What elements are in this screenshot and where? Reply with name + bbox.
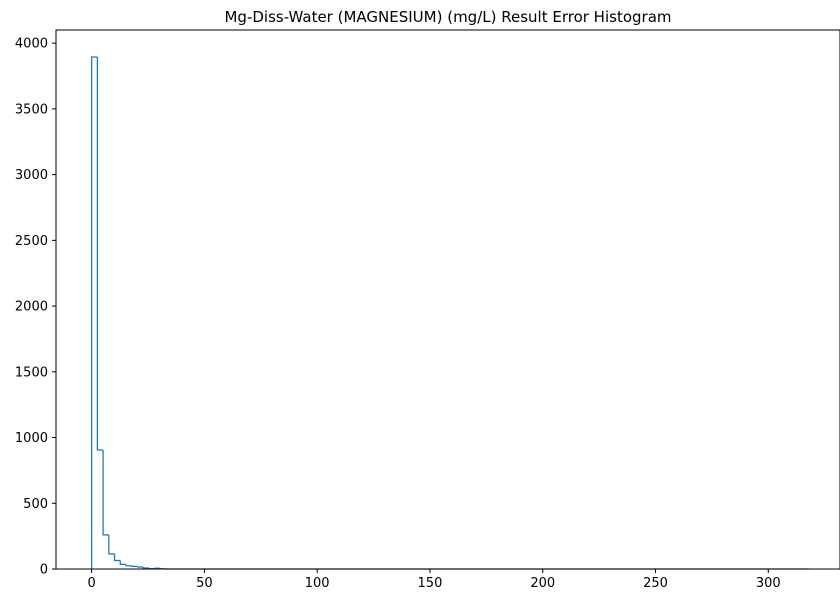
histogram-step — [125, 564, 132, 567]
x-tick-label: 50 — [196, 576, 213, 591]
histogram-bin — [142, 567, 149, 569]
histogram-bin — [125, 564, 132, 567]
y-tick-label: 2000 — [15, 300, 48, 315]
y-tick-label: 500 — [23, 497, 48, 512]
histogram-step — [131, 565, 138, 567]
histogram-bin — [136, 566, 144, 568]
y-tick-label: 3500 — [15, 102, 48, 117]
x-tick-label: 200 — [530, 576, 555, 591]
histogram-bin — [91, 56, 98, 569]
histogram-step — [142, 567, 149, 569]
histogram-step — [96, 56, 104, 451]
histogram-bin — [102, 450, 109, 536]
y-tick-label: 3000 — [15, 168, 48, 183]
y-axis: 0 500 1000 1500 2000 2500 3000 3500 4000 — [15, 37, 56, 578]
y-tick-label: 0 — [40, 563, 48, 578]
histogram-bin — [96, 56, 104, 451]
histogram-bin — [108, 534, 115, 555]
histogram-step — [108, 534, 115, 555]
x-axis: 0 50 100 150 200 250 300 — [87, 569, 781, 591]
x-tick-label: 300 — [756, 576, 781, 591]
plot-area — [91, 56, 809, 570]
histogram-bin — [113, 553, 121, 562]
y-tick-label: 4000 — [15, 37, 48, 52]
y-tick-label: 1500 — [15, 365, 48, 380]
chart-title: Mg-Diss-Water (MAGNESIUM) (mg/L) Result … — [224, 8, 671, 26]
x-tick-label: 0 — [87, 576, 95, 591]
histogram-bin — [119, 560, 127, 566]
histogram-step — [119, 560, 127, 566]
y-tick-label: 1000 — [15, 431, 48, 446]
x-tick-label: 150 — [418, 576, 443, 591]
x-tick-label: 250 — [643, 576, 668, 591]
axes-frame — [55, 29, 840, 570]
histogram-step — [102, 450, 109, 536]
histogram-step — [91, 56, 98, 569]
x-tick-label: 100 — [305, 576, 330, 591]
histogram-step — [136, 566, 144, 568]
y-tick-label: 2500 — [15, 234, 48, 249]
histogram-bin — [131, 565, 138, 567]
histogram-step — [113, 553, 121, 562]
